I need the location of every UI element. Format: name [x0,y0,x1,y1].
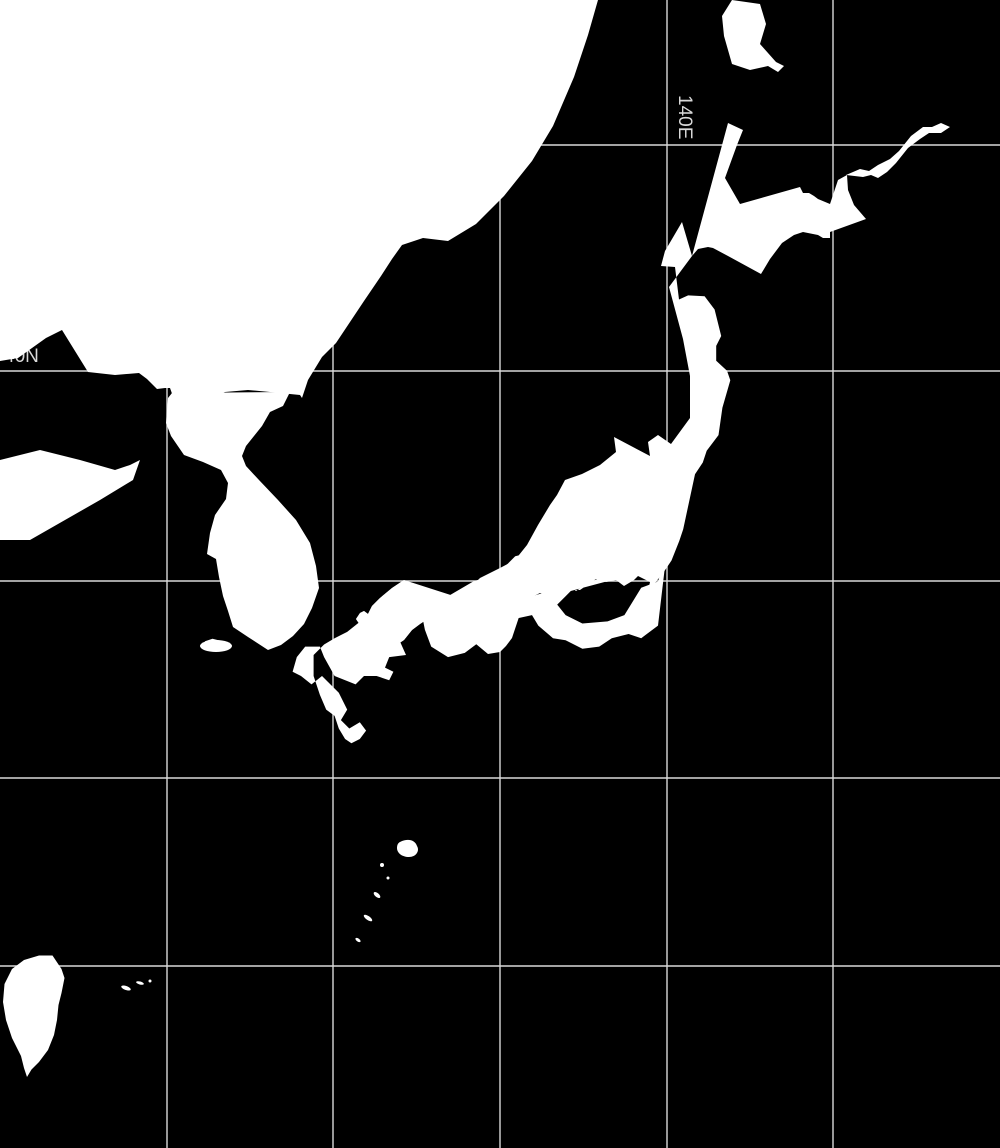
svg-text:140E: 140E [674,95,695,139]
